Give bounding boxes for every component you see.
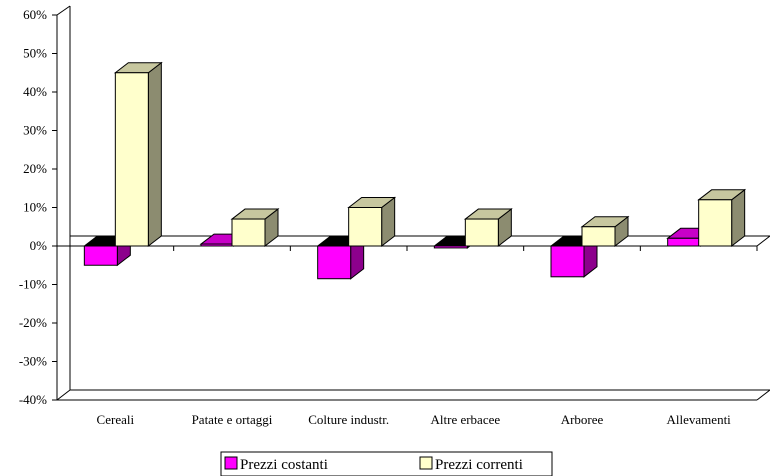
- x-tick-label: Patate e ortaggi: [192, 412, 273, 427]
- x-tick-label: Colture industr.: [308, 412, 389, 427]
- bar-front: [698, 199, 733, 247]
- x-tick-label: Allevamenti: [667, 412, 732, 427]
- bar-front: [83, 245, 118, 266]
- y-tick-label: 0%: [30, 238, 48, 253]
- bar: [463, 208, 513, 248]
- x-axis-labels: Cereali Patate e ortaggi Colture industr. A…: [97, 412, 732, 427]
- y-tick-label: -20%: [19, 315, 47, 330]
- y-tick-label: -40%: [19, 392, 47, 407]
- y-axis-ticks: 60% 50% 40% 30% 20% 10% 0% -10% -20% -30% -40%: [19, 7, 57, 407]
- top-wall-edge: [56, 5, 71, 16]
- x-axis: [56, 235, 770, 251]
- x-tick-label: Altre erbacee: [431, 412, 501, 427]
- bar-side: [147, 61, 162, 248]
- bar-front: [550, 245, 585, 278]
- y-tick-label: 30%: [23, 123, 47, 138]
- bar-front: [114, 72, 149, 247]
- legend-label: Prezzi correnti: [435, 457, 523, 473]
- bar-front: [667, 237, 702, 247]
- bar: [580, 215, 630, 248]
- y-tick-label: 10%: [23, 200, 47, 215]
- plot-walls: [56, 5, 770, 401]
- y-tick-label: 40%: [23, 84, 47, 99]
- floor-right-edge: [756, 389, 770, 401]
- x-tick-label: Arboree: [561, 412, 604, 427]
- bar: [230, 208, 280, 248]
- y-tick-label: -30%: [19, 354, 47, 369]
- x-tick-label: Cereali: [97, 412, 135, 427]
- legend: Prezzi costanti Prezzi correnti: [220, 451, 553, 476]
- legend-swatch: [224, 456, 238, 470]
- bar-front: [231, 218, 266, 247]
- bar-front: [317, 245, 352, 280]
- legend-swatch: [419, 456, 433, 470]
- legend-box: [220, 451, 553, 476]
- floor-left-edge: [56, 389, 71, 401]
- bar-front: [581, 226, 616, 247]
- y-tick-label: 60%: [23, 7, 47, 22]
- bar: [697, 188, 747, 248]
- bar-front: [464, 218, 499, 247]
- legend-label: Prezzi costanti: [240, 457, 328, 473]
- y-tick-label: 50%: [23, 46, 47, 61]
- bar-front: [348, 207, 383, 247]
- zero-axis-depth: [756, 235, 770, 247]
- y-tick-label: 20%: [23, 161, 47, 176]
- bar: [347, 196, 397, 248]
- bar: [113, 61, 163, 248]
- y-tick-label: -10%: [19, 277, 47, 292]
